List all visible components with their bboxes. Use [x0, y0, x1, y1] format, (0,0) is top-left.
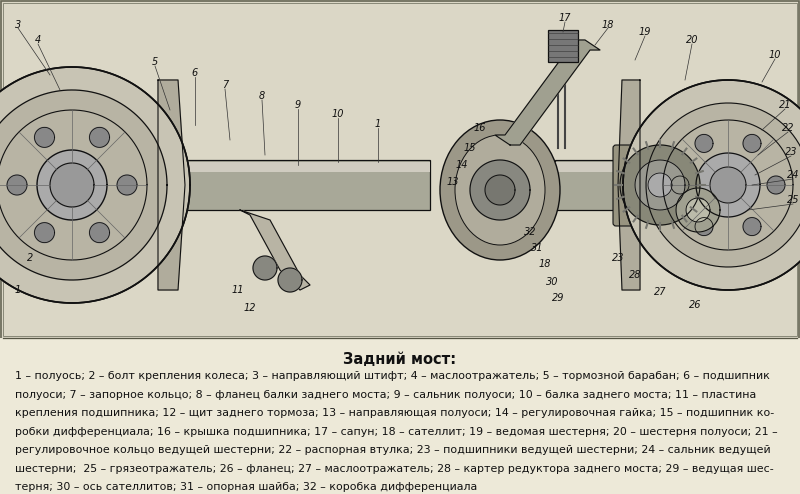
Text: 12: 12 — [244, 303, 256, 313]
Polygon shape — [620, 145, 700, 225]
Polygon shape — [470, 160, 530, 220]
Bar — [0, 338, 800, 494]
Polygon shape — [648, 173, 672, 197]
Text: 25: 25 — [786, 195, 799, 205]
Text: 5: 5 — [152, 57, 158, 67]
Text: 18: 18 — [538, 259, 551, 269]
Polygon shape — [90, 223, 110, 243]
Polygon shape — [618, 80, 640, 290]
Bar — [548, 30, 578, 62]
Polygon shape — [90, 127, 110, 147]
Polygon shape — [635, 160, 685, 210]
Bar — [0, 0, 800, 338]
Text: 10: 10 — [332, 109, 344, 119]
Text: 14: 14 — [456, 160, 468, 170]
Text: 29: 29 — [552, 293, 564, 303]
Polygon shape — [50, 163, 94, 207]
Text: 3: 3 — [15, 20, 21, 30]
Polygon shape — [743, 217, 761, 236]
Text: робки дифференциала; 16 – крышка подшипника; 17 – сапун; 18 – сателлит; 19 – вед: робки дифференциала; 16 – крышка подшипн… — [15, 426, 778, 437]
Polygon shape — [253, 256, 277, 280]
Text: 2: 2 — [27, 253, 33, 263]
Text: Задний мост:: Задний мост: — [343, 352, 457, 367]
Polygon shape — [485, 175, 515, 205]
Polygon shape — [686, 198, 710, 222]
Polygon shape — [646, 103, 800, 267]
Polygon shape — [671, 176, 689, 194]
Bar — [185, 160, 430, 210]
Text: 18: 18 — [602, 20, 614, 30]
Text: 28: 28 — [629, 270, 642, 280]
Text: 23: 23 — [612, 253, 624, 263]
Polygon shape — [7, 175, 27, 195]
Text: 26: 26 — [689, 300, 702, 310]
Polygon shape — [695, 217, 713, 236]
Text: 10: 10 — [769, 50, 782, 60]
Text: 21: 21 — [778, 100, 791, 110]
Text: 4: 4 — [35, 35, 41, 45]
Text: 32: 32 — [524, 227, 536, 237]
Text: 6: 6 — [192, 68, 198, 78]
Text: полуоси; 7 – запорное кольцо; 8 – фланец балки заднего моста; 9 – сальник полуос: полуоси; 7 – запорное кольцо; 8 – фланец… — [15, 389, 756, 400]
Text: 16: 16 — [474, 123, 486, 133]
Polygon shape — [743, 134, 761, 153]
Text: 31: 31 — [530, 243, 543, 253]
Ellipse shape — [440, 120, 560, 260]
Text: 8: 8 — [259, 91, 265, 101]
Text: 23: 23 — [785, 147, 798, 157]
Polygon shape — [240, 210, 310, 290]
Text: 17: 17 — [558, 13, 571, 23]
Polygon shape — [695, 134, 713, 153]
Text: крепления подшипника; 12 – щит заднего тормоза; 13 – направляющая полуоси; 14 – : крепления подшипника; 12 – щит заднего т… — [15, 408, 774, 418]
Polygon shape — [495, 40, 600, 145]
Text: шестерни;  25 – грязеотражатель; 26 – фланец; 27 – маслоотражатель; 28 – картер : шестерни; 25 – грязеотражатель; 26 – фла… — [15, 463, 774, 474]
Text: 11: 11 — [232, 285, 244, 295]
FancyBboxPatch shape — [613, 145, 644, 226]
Polygon shape — [696, 153, 760, 217]
Text: 24: 24 — [786, 170, 799, 180]
Polygon shape — [37, 150, 107, 220]
Ellipse shape — [455, 135, 545, 245]
Polygon shape — [710, 167, 746, 203]
Bar — [185, 162, 430, 172]
Text: 19: 19 — [638, 27, 651, 37]
Text: 15: 15 — [464, 143, 476, 153]
Text: 1 – полуось; 2 – болт крепления колеса; 3 – направляющий штифт; 4 – маслоотражат: 1 – полуось; 2 – болт крепления колеса; … — [15, 371, 770, 381]
Text: 30: 30 — [546, 277, 558, 287]
Text: терня; 30 – ось сателлитов; 31 – опорная шайба; 32 – коробка дифференциала: терня; 30 – ось сателлитов; 31 – опорная… — [15, 482, 478, 492]
Bar — [555, 160, 750, 210]
Polygon shape — [34, 127, 54, 147]
Text: 7: 7 — [222, 80, 228, 90]
Bar — [555, 162, 750, 172]
Polygon shape — [0, 90, 167, 280]
Polygon shape — [34, 223, 54, 243]
Text: 22: 22 — [782, 123, 794, 133]
Polygon shape — [158, 80, 185, 290]
Polygon shape — [278, 268, 302, 292]
Polygon shape — [676, 188, 720, 232]
Text: регулировочное кольцо ведущей шестерни; 22 – распорная втулка; 23 – подшипники в: регулировочное кольцо ведущей шестерни; … — [15, 445, 770, 455]
Text: 27: 27 — [654, 287, 666, 297]
Text: 1: 1 — [375, 119, 381, 129]
Polygon shape — [767, 176, 785, 194]
Bar — [3, 3, 797, 336]
Text: 13: 13 — [446, 177, 459, 187]
Text: 20: 20 — [686, 35, 698, 45]
Text: 9: 9 — [295, 100, 301, 110]
Text: 1: 1 — [15, 285, 21, 295]
Polygon shape — [623, 80, 800, 290]
Polygon shape — [0, 67, 190, 303]
Polygon shape — [117, 175, 137, 195]
